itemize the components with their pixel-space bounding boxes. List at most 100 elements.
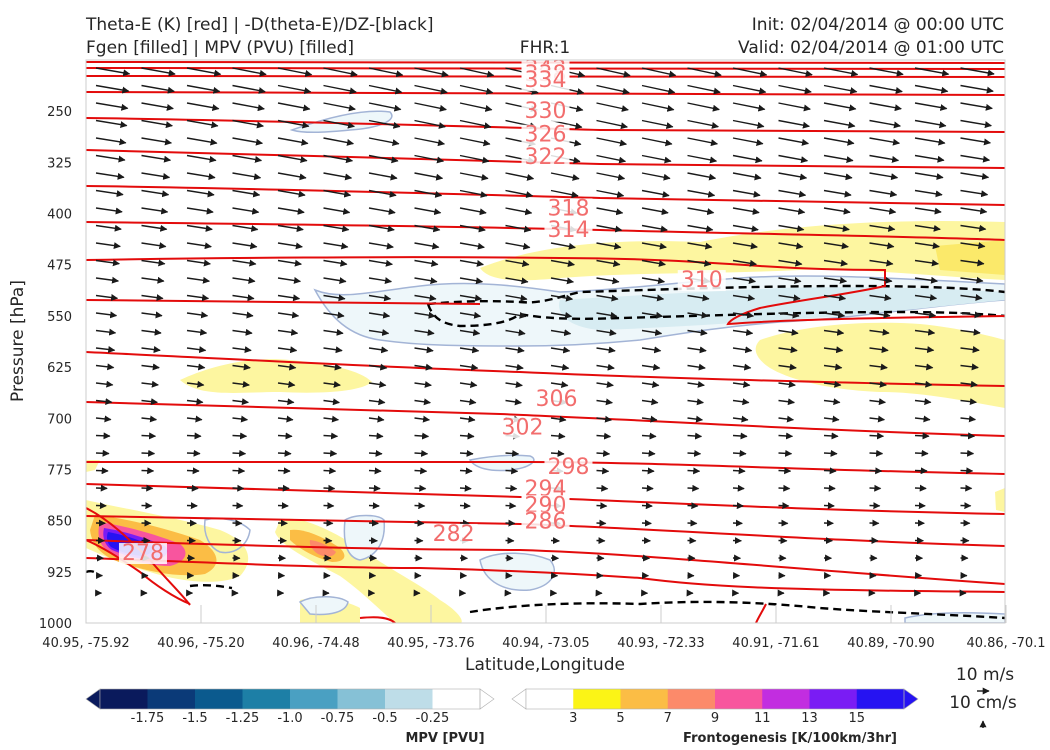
wind-vector — [459, 277, 484, 285]
wind-vector — [95, 346, 116, 353]
wind-vector — [323, 346, 343, 354]
wind-vector — [459, 294, 483, 302]
colorbar-frame — [525, 688, 905, 710]
colorbar-tick-label: 9 — [711, 711, 719, 726]
wind-vector — [596, 224, 623, 233]
wind-vector — [550, 329, 572, 337]
wind-vector — [141, 224, 168, 232]
frontogenesis-colorbar: 3 5 7 9 11 13 15 — [511, 688, 919, 726]
wind-vector — [368, 415, 385, 423]
wind-vector — [732, 294, 756, 302]
colorbar-tick-label: 5 — [616, 711, 624, 726]
wind-vector — [414, 67, 449, 78]
wind-vector — [95, 207, 123, 215]
wind-vector — [368, 84, 403, 95]
wind-vector — [414, 329, 435, 336]
wind-vector — [641, 467, 655, 475]
x-tick-label: 40.86, -70.1 — [966, 636, 1045, 651]
wind-vector — [459, 242, 485, 250]
colorbar-frame — [99, 688, 481, 710]
wind-vector — [550, 259, 575, 268]
wind-vector — [186, 224, 213, 232]
wind-vector — [914, 137, 946, 146]
wind-vector — [960, 415, 977, 423]
wind-vector — [141, 276, 165, 284]
wind-vector — [778, 207, 806, 215]
wind-vector — [232, 242, 258, 250]
wind-vector — [95, 294, 119, 301]
wind-vector — [414, 484, 427, 492]
wind-vector — [141, 84, 175, 94]
wind-vector — [869, 67, 904, 77]
wind-vector — [596, 502, 608, 510]
wind-vector — [459, 363, 479, 371]
wind-vector — [277, 189, 306, 198]
wind-vector — [277, 294, 301, 302]
wind-vector — [459, 84, 494, 95]
wind-vector — [960, 380, 978, 388]
wind-vector — [141, 137, 173, 146]
wind-vector — [823, 189, 852, 198]
wind-vector — [232, 294, 255, 302]
colorbar-extend-right — [479, 688, 495, 710]
wind-vector — [732, 189, 761, 198]
wind-vector — [141, 119, 173, 129]
wind-vector — [914, 102, 948, 111]
wind-vector — [641, 484, 654, 492]
wind-vector — [687, 172, 717, 181]
wind-vector — [550, 242, 576, 250]
theta-e-contour-label: 282 — [433, 522, 475, 547]
wind-vector — [277, 154, 308, 164]
wind-vector — [778, 189, 807, 198]
contour-label-bg — [521, 124, 570, 146]
wind-vector — [505, 207, 533, 216]
colorbar-tick-label: -1.0 — [277, 711, 302, 726]
colorbar-tick-label: -1.75 — [131, 711, 165, 726]
wind-vector — [186, 363, 206, 371]
wind-vector — [869, 398, 886, 406]
wind-vector — [277, 119, 310, 129]
wind-vector — [323, 102, 356, 112]
wind-vector — [459, 311, 482, 319]
wind-vector — [778, 172, 808, 181]
wind-vector — [141, 67, 176, 77]
wind-vector — [141, 242, 167, 250]
wind-vector — [323, 294, 346, 302]
contour-label-bg — [521, 147, 570, 169]
wind-vector — [687, 224, 714, 233]
wind-vector — [186, 415, 203, 423]
wind-vector — [732, 467, 746, 475]
wind-vector — [641, 277, 666, 285]
wind-vector — [368, 467, 382, 475]
wind-vector — [368, 294, 392, 302]
wind-vector — [414, 277, 438, 285]
wind-vector — [323, 398, 340, 406]
wind-vector — [323, 172, 353, 181]
wind-vector — [778, 328, 799, 336]
colorbar-segment — [337, 689, 386, 709]
wind-vector — [960, 189, 989, 198]
wind-vector — [459, 207, 487, 216]
wind-vector — [368, 380, 387, 388]
wind-vector — [459, 398, 477, 406]
wind-vector — [869, 102, 902, 112]
wind-vector — [95, 172, 125, 180]
wind-vector — [732, 311, 755, 319]
wind-vector — [141, 189, 170, 198]
wind-vector — [641, 172, 671, 181]
wind-vector — [414, 380, 432, 388]
contour-label-bg — [544, 457, 593, 479]
wind-vector — [869, 294, 892, 302]
wind-vector — [596, 329, 617, 337]
wind-vector — [914, 432, 930, 440]
wind-vector — [732, 137, 764, 146]
wind-vector — [368, 346, 389, 354]
wind-vector — [641, 449, 656, 457]
wind-vector — [869, 346, 889, 354]
wind-vector — [687, 189, 716, 198]
wind-vector — [687, 346, 707, 354]
wind-vector — [823, 224, 850, 233]
y-tick-label: 850 — [47, 515, 72, 530]
header-title-left-2: Fgen [filled] | MPV (PVU) [filled] — [86, 38, 354, 58]
contour-label-bg — [677, 270, 726, 292]
